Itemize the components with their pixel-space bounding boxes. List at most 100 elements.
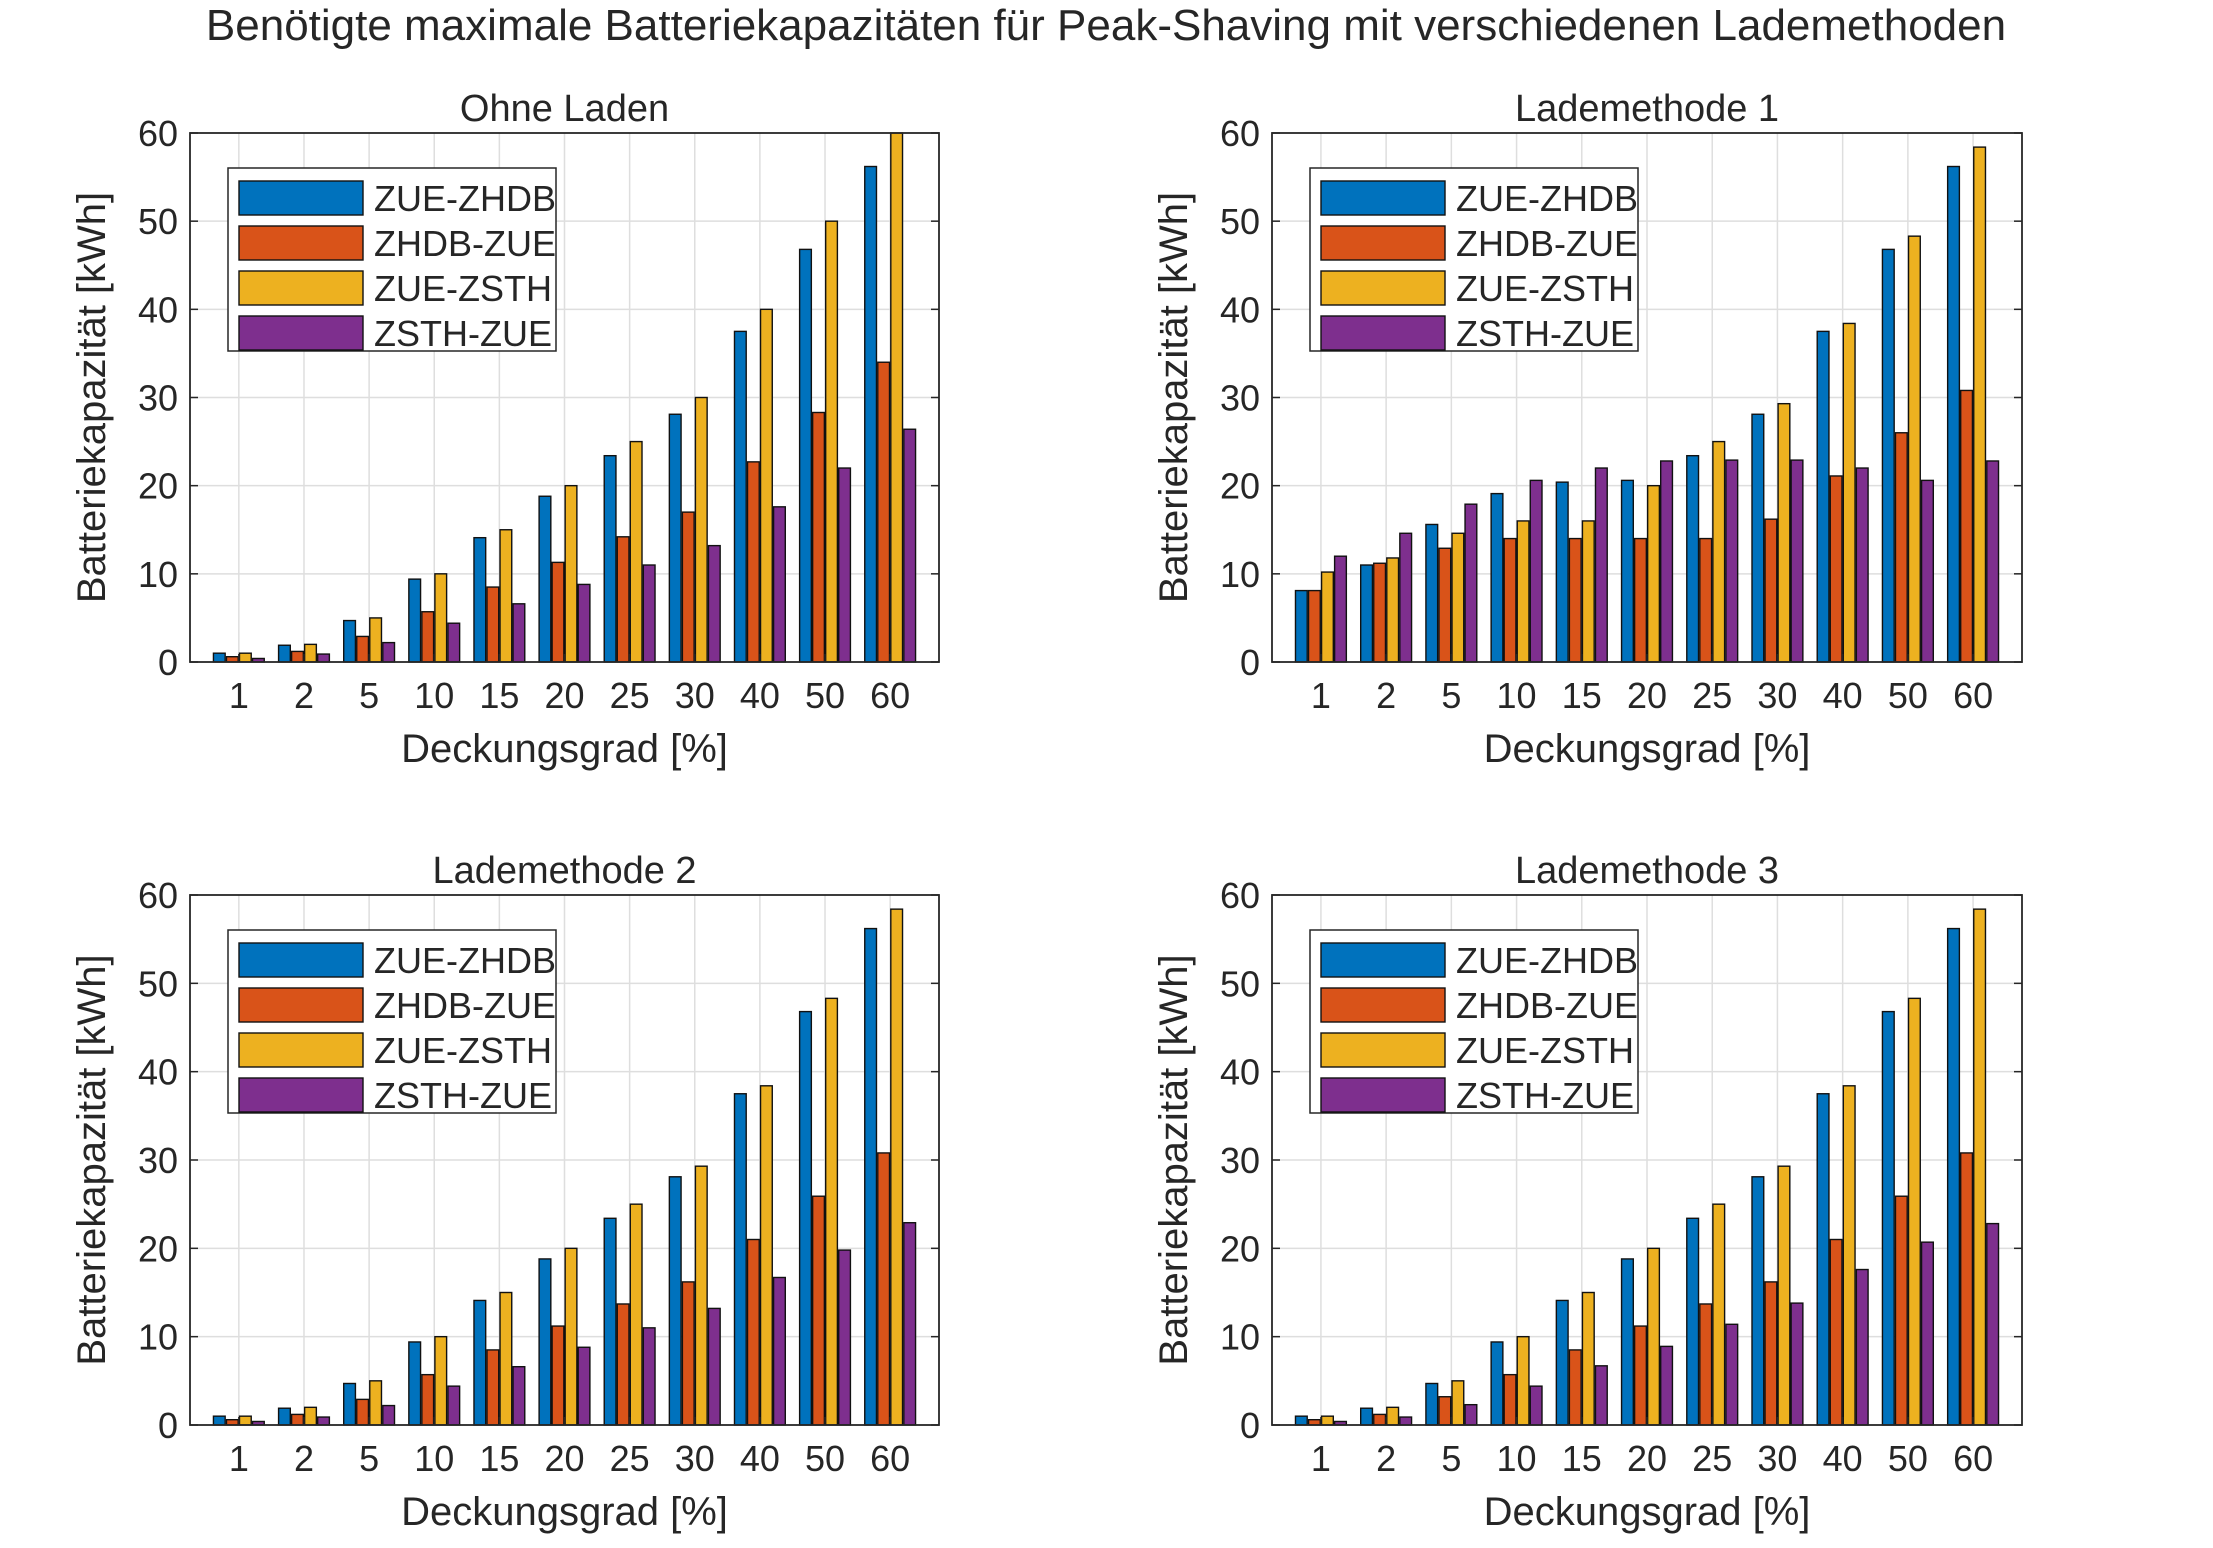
bar-zsth-zue-25 [642,564,656,663]
y-tick-label: 30 [138,378,178,419]
bar-zue-zsth-2 [1386,557,1400,663]
y-tick-label: 0 [158,1405,178,1446]
bar-zue-zsth-15 [499,529,513,663]
chart-title: Lademethode 2 [432,850,696,892]
bar-zue-zhdb-5 [343,619,357,663]
bar-zhdb-zue-50 [811,1195,826,1426]
bar-zsth-zue-50 [837,467,852,663]
bar-zhdb-zue-20 [1633,1325,1648,1426]
bar-zhdb-zue-1 [1307,589,1321,663]
bar-zsth-zue-30 [707,1307,721,1426]
bar-zsth-zue-50 [1920,479,1935,663]
bar-zue-zsth-50 [824,220,839,663]
legend-swatch-zue-zhdb [1320,180,1446,216]
bar-zsth-zue-10 [447,622,461,663]
bar-zsth-zue-10 [447,1385,461,1426]
x-tick-label: 50 [1888,675,1928,716]
x-tick-label: 10 [1497,1438,1537,1479]
legend-swatch-zue-zhdb [1320,942,1446,978]
legend-swatch-zue-zsth [238,1032,364,1068]
x-tick-label: 15 [479,675,519,716]
bar-zue-zhdb-15 [1555,1299,1569,1426]
bar-zhdb-zue-25 [616,536,630,663]
bar-zue-zhdb-20 [1620,1258,1635,1426]
bar-zsth-zue-5 [382,641,396,663]
bar-zue-zhdb-1 [212,1415,226,1426]
bar-zue-zsth-15 [1581,1291,1595,1426]
bar-zue-zsth-30 [694,1165,708,1426]
y-tick-label: 30 [138,1140,178,1181]
y-axis-label: Batteriekapazität [kWh] [1152,954,1196,1365]
bar-zsth-zue-15 [512,603,526,663]
bar-zsth-zue-10 [1529,1385,1543,1426]
bar-zue-zhdb-40 [733,1093,747,1426]
bar-zue-zsth-30 [1777,1165,1791,1426]
bar-zue-zhdb-60 [864,927,878,1426]
bar-zue-zhdb-15 [473,536,487,663]
x-tick-label: 2 [1376,1438,1396,1479]
bar-zue-zhdb-50 [798,248,813,663]
bar-zue-zsth-10 [1516,520,1530,663]
y-tick-label: 50 [1220,963,1260,1004]
x-tick-label: 5 [359,675,379,716]
bar-zsth-zue-15 [1594,467,1608,663]
bar-zhdb-zue-50 [1894,1195,1908,1426]
bar-zhdb-zue-20 [551,1325,565,1426]
bar-zue-zsth-1 [238,652,252,663]
bar-zhdb-zue-2 [290,1413,305,1426]
legend-label-zue-zsth: ZUE-ZSTH [374,268,552,309]
y-tick-label: 0 [1240,1405,1260,1446]
x-tick-label: 25 [1692,675,1732,716]
y-tick-label: 40 [1220,289,1260,330]
y-tick-label: 50 [1220,201,1260,242]
bar-zue-zsth-25 [1712,440,1726,663]
y-tick-label: 40 [138,1052,178,1093]
bar-zue-zhdb-50 [1881,248,1895,663]
bar-zue-zhdb-2 [1359,1407,1374,1426]
bar-zsth-zue-5 [1464,503,1478,663]
bar-zue-zhdb-60 [864,165,878,663]
x-tick-label: 15 [479,1438,519,1479]
x-tick-label: 25 [610,675,650,716]
bar-zue-zhdb-20 [1620,479,1635,663]
bar-zhdb-zue-10 [1503,1373,1517,1426]
y-tick-label: 10 [1220,1317,1260,1358]
x-tick-label: 50 [1888,1438,1928,1479]
bar-zue-zsth-60 [890,132,904,663]
x-tick-label: 30 [675,675,715,716]
legend-label-zsth-zue: ZSTH-ZUE [374,313,552,354]
bar-zue-zsth-5 [369,617,383,663]
bar-zue-zsth-15 [499,1291,513,1426]
bar-zsth-zue-50 [1920,1241,1935,1426]
x-tick-label: 10 [414,675,454,716]
x-tick-label: 50 [805,1438,845,1479]
bar-zsth-zue-20 [1659,1345,1674,1426]
bar-zsth-zue-1 [1333,555,1348,663]
legend-label-zue-zsth: ZUE-ZSTH [1456,268,1634,309]
bar-zsth-zue-60 [903,428,917,663]
x-tick-label: 15 [1562,675,1602,716]
bar-zue-zsth-30 [1777,402,1791,663]
bar-zhdb-zue-30 [681,511,695,663]
bar-zsth-zue-30 [1790,1302,1804,1426]
bar-zue-zsth-50 [1907,235,1921,663]
legend-label-zue-zhdb: ZUE-ZHDB [374,178,556,219]
chart-title: Lademethode 3 [1515,850,1779,892]
bar-zhdb-zue-5 [356,635,370,663]
bar-zhdb-zue-10 [1503,537,1517,663]
bar-zue-zhdb-20 [538,495,552,663]
legend-label-zhdb-zue: ZHDB-ZUE [374,223,556,264]
bar-zhdb-zue-40 [746,461,760,663]
bar-zhdb-zue-20 [551,561,565,663]
bar-zsth-zue-15 [512,1365,526,1426]
bar-zue-zsth-5 [1451,532,1465,663]
bar-zsth-zue-2 [316,653,331,663]
bar-zsth-zue-25 [1725,1323,1739,1426]
bar-zue-zsth-5 [369,1380,383,1426]
x-tick-label: 10 [1497,675,1537,716]
x-tick-label: 2 [1376,675,1396,716]
bar-zue-zsth-20 [564,484,578,663]
